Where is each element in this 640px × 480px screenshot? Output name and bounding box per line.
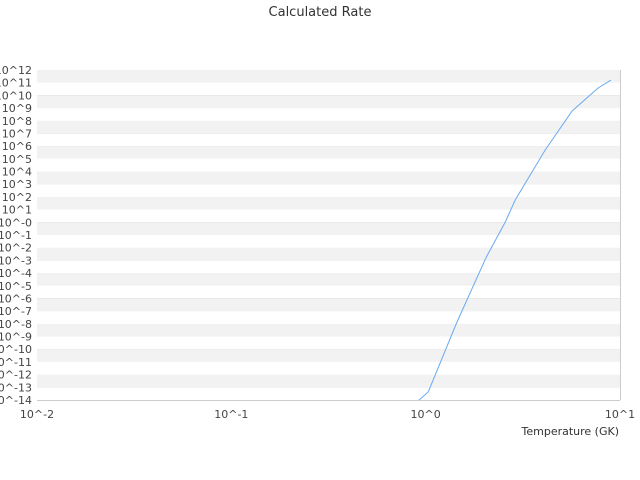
y-tick-label: 10^-5 [0, 280, 32, 293]
grid-band [37, 285, 620, 299]
grid-band [37, 196, 620, 210]
y-tick-label: 10^-0 [0, 216, 32, 229]
y-tick-label: 10^-1 [0, 229, 32, 242]
grid-band [37, 235, 620, 248]
grid-band [37, 349, 620, 362]
x-tick-label: 10^-1 [214, 408, 248, 421]
y-axis: 10^1210^1110^1010^910^810^710^610^510^41… [0, 64, 32, 407]
grid-band [37, 311, 620, 324]
series-line [418, 79, 612, 401]
grid-band [37, 158, 620, 172]
y-tick-label: 10^-6 [0, 292, 32, 305]
grid-band [37, 298, 620, 312]
y-tick-label: 10^-11 [0, 356, 32, 369]
grid-band [37, 120, 620, 134]
grid-band [37, 374, 620, 388]
grid-band [37, 184, 620, 197]
grid-band [37, 70, 620, 83]
y-tick-label: 10^-12 [0, 369, 32, 382]
x-tick-label: 10^-2 [20, 408, 54, 421]
y-tick-label: 10^1 [2, 204, 32, 217]
y-tick-label: 10^-10 [0, 343, 32, 356]
grid-band [37, 108, 620, 121]
grid-band [37, 95, 620, 109]
y-tick-label: 10^8 [2, 115, 32, 128]
grid-band [37, 273, 620, 286]
x-tick-label: 10^1 [605, 408, 635, 421]
grid-band [37, 133, 620, 147]
x-axis: 10^-2 10^-1 10^0 10^1 [20, 408, 635, 421]
y-tick-label: 10^5 [2, 153, 32, 166]
y-tick-label: 10^7 [2, 127, 32, 140]
x-tick-label: 10^0 [411, 408, 441, 421]
y-tick-label: 10^-8 [0, 318, 32, 331]
grid-band [37, 387, 620, 400]
y-tick-label: 10^6 [2, 140, 32, 153]
grid-band [37, 209, 620, 223]
grid-band [37, 323, 620, 337]
grid-band [37, 361, 620, 375]
y-tick-label: 10^4 [2, 166, 32, 179]
y-tick-label: 10^10 [0, 89, 32, 102]
y-tick-label: 10^9 [2, 102, 32, 115]
y-tick-label: 10^-13 [0, 381, 32, 394]
y-tick-label: 10^2 [2, 191, 32, 204]
y-tick-label: 10^12 [0, 64, 32, 77]
grid-band [37, 336, 620, 350]
grid-band [37, 260, 620, 274]
grid-band [37, 222, 620, 235]
grid-band [37, 171, 620, 185]
grid-band [37, 146, 620, 159]
grid-band [37, 247, 620, 261]
y-tick-label: 10^-7 [0, 305, 32, 318]
x-axis-label: Temperature (GK) [521, 425, 620, 438]
y-tick-label: 10^-2 [0, 242, 32, 255]
grid-bands [37, 70, 620, 401]
grid-band [37, 82, 620, 96]
y-tick-label: 10^3 [2, 178, 32, 191]
y-tick-label: 10^-9 [0, 331, 32, 344]
y-tick-label: 10^-4 [0, 267, 32, 280]
chart-title: Calculated Rate [269, 5, 372, 20]
y-tick-label: 10^-3 [0, 254, 32, 267]
y-tick-label: 10^-14 [0, 394, 32, 407]
y-tick-label: 10^11 [0, 77, 32, 90]
